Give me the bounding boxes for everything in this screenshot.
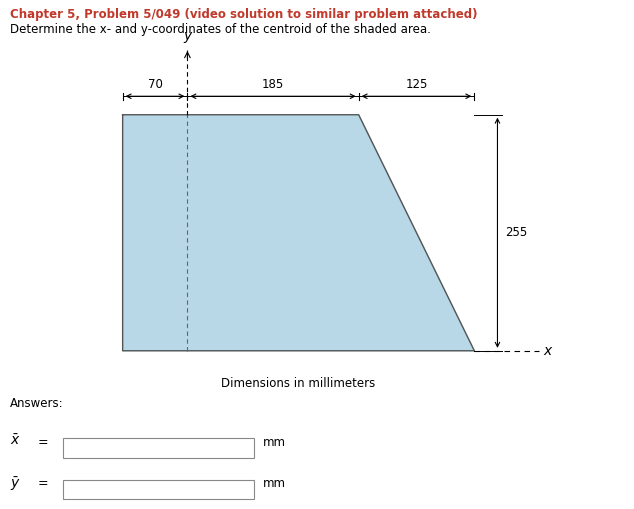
Text: =: =	[38, 477, 49, 490]
Text: Chapter 5, Problem 5/049 (video solution to similar problem attached): Chapter 5, Problem 5/049 (video solution…	[10, 8, 477, 21]
Text: Dimensions in millimeters: Dimensions in millimeters	[221, 377, 375, 389]
Text: 70: 70	[148, 78, 162, 91]
Text: $\bar{y}$: $\bar{y}$	[10, 475, 20, 493]
Text: 125: 125	[405, 78, 428, 91]
Text: mm: mm	[263, 477, 286, 490]
Text: $\bar{x}$: $\bar{x}$	[10, 433, 20, 448]
Text: 255: 255	[505, 227, 527, 239]
Text: =: =	[38, 436, 49, 449]
Text: mm: mm	[263, 436, 286, 449]
FancyBboxPatch shape	[63, 438, 254, 458]
Text: Determine the x- and y-coordinates of the centroid of the shaded area.: Determine the x- and y-coordinates of th…	[10, 23, 430, 36]
Text: y: y	[183, 29, 191, 43]
FancyBboxPatch shape	[63, 479, 254, 499]
Polygon shape	[122, 115, 474, 351]
Text: 185: 185	[262, 78, 284, 91]
Text: x: x	[544, 344, 552, 358]
Text: Answers:: Answers:	[10, 397, 63, 410]
